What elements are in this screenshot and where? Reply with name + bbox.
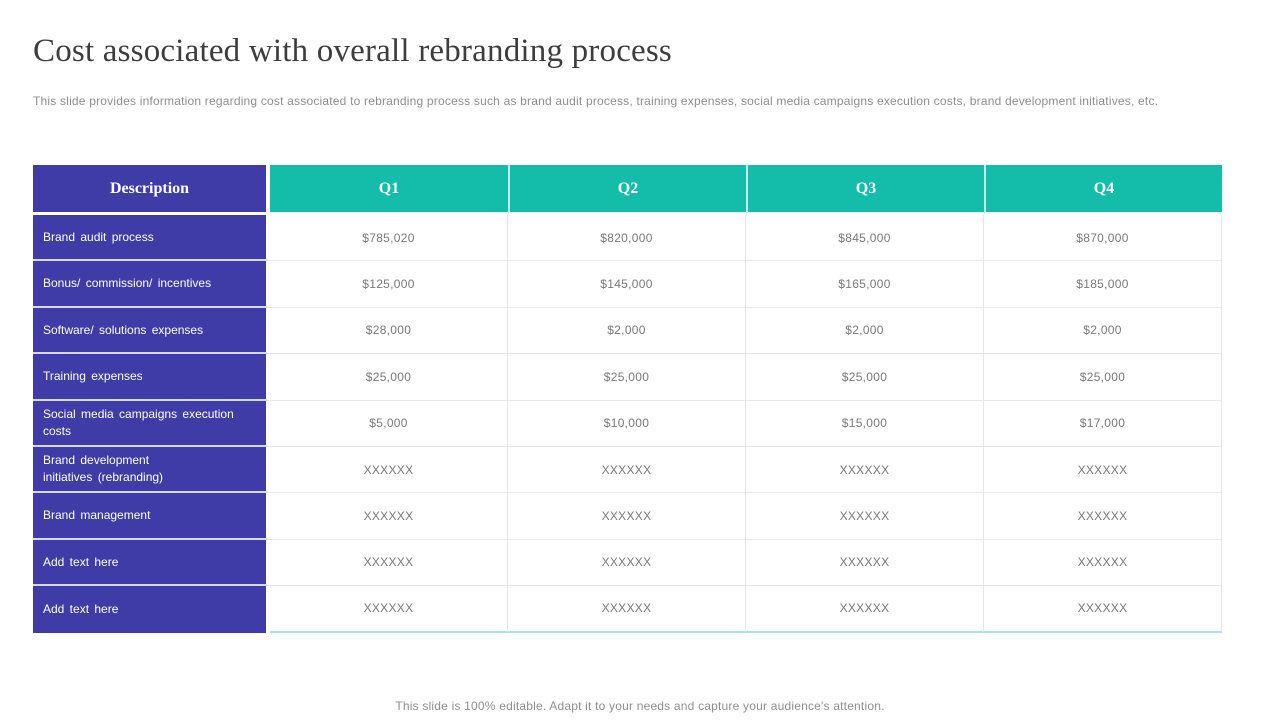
row-label-cell: Add text here: [33, 539, 270, 587]
row-label-cell: Brand management: [33, 493, 270, 540]
value-cell: XXXXXX: [746, 446, 984, 494]
value-cell: $125,000: [270, 261, 508, 308]
value-cell: XXXXXX: [746, 586, 984, 633]
slide-footer-note: This slide is 100% editable. Adapt it to…: [395, 699, 885, 713]
value-cell: $10,000: [508, 400, 746, 447]
value-cell: XXXXXX: [508, 493, 746, 540]
value-cell: XXXXXX: [746, 539, 984, 587]
value-cell: XXXXXX: [984, 493, 1222, 540]
table-header-description: Description: [33, 165, 270, 215]
row-label-cell: Add text here: [33, 586, 270, 633]
value-cell: $145,000: [508, 261, 746, 308]
value-cell: XXXXXX: [984, 539, 1222, 587]
value-cell: $165,000: [746, 261, 984, 308]
value-cell: $785,020: [270, 215, 508, 262]
row-label-cell: Social media campaigns execution costs: [33, 400, 270, 447]
value-cell: $25,000: [746, 354, 984, 401]
table-header-q4: Q4: [984, 165, 1222, 215]
value-cell: XXXXXX: [270, 586, 508, 633]
value-cell: XXXXXX: [508, 446, 746, 494]
slide-subtitle: This slide provides information regardin…: [33, 94, 1159, 108]
value-cell: XXXXXX: [746, 493, 984, 540]
value-cell: $17,000: [984, 400, 1222, 447]
table-header-q2: Q2: [508, 165, 746, 215]
table-header-q3: Q3: [746, 165, 984, 215]
value-cell: $5,000: [270, 400, 508, 447]
cost-table: Description Q1 Q2 Q3 Q4 Brand audit proc…: [33, 165, 1222, 633]
value-cell: $2,000: [508, 307, 746, 355]
value-cell: XXXXXX: [984, 586, 1222, 633]
value-cell: XXXXXX: [508, 539, 746, 587]
value-cell: XXXXXX: [984, 446, 1222, 494]
row-label-cell: Brand audit process: [33, 215, 270, 262]
table-header-q1: Q1: [270, 165, 508, 215]
value-cell: XXXXXX: [270, 539, 508, 587]
value-cell: $845,000: [746, 215, 984, 262]
row-label-cell: Brand development initiatives (rebrandin…: [33, 446, 270, 494]
value-cell: XXXXXX: [270, 446, 508, 494]
value-cell: $25,000: [984, 354, 1222, 401]
value-cell: $25,000: [270, 354, 508, 401]
value-cell: $820,000: [508, 215, 746, 262]
row-label-cell: Bonus/ commission/ incentives: [33, 261, 270, 308]
value-cell: $870,000: [984, 215, 1222, 262]
value-cell: $185,000: [984, 261, 1222, 308]
value-cell: XXXXXX: [508, 586, 746, 633]
value-cell: XXXXXX: [270, 493, 508, 540]
page-title: Cost associated with overall rebranding …: [33, 33, 672, 69]
row-label-cell: Software/ solutions expenses: [33, 307, 270, 355]
value-cell: $2,000: [746, 307, 984, 355]
value-cell: $2,000: [984, 307, 1222, 355]
value-cell: $28,000: [270, 307, 508, 355]
value-cell: $25,000: [508, 354, 746, 401]
value-cell: $15,000: [746, 400, 984, 447]
row-label-cell: Training expenses: [33, 354, 270, 401]
